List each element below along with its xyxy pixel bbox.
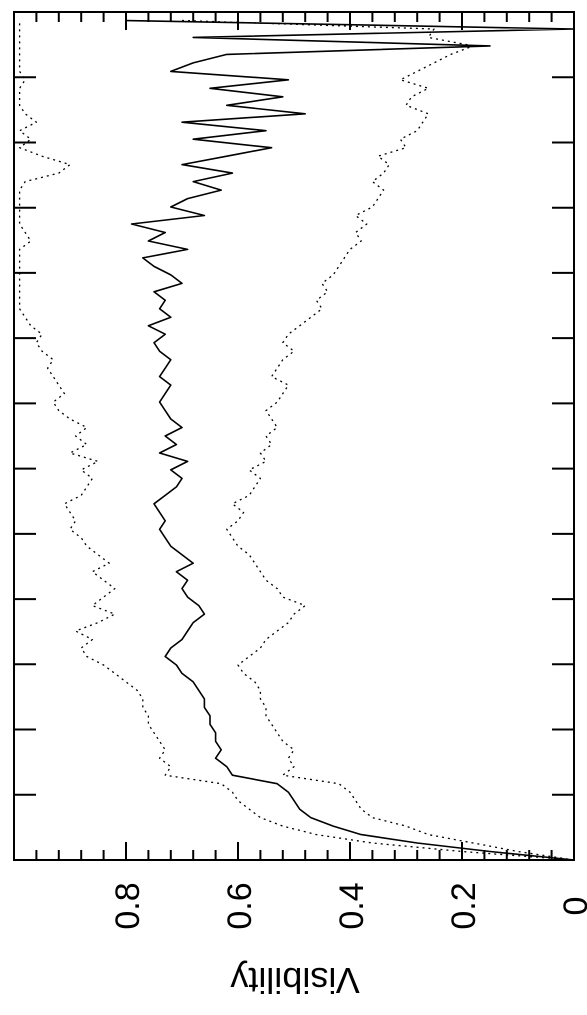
y-tick-label: 0.8	[109, 882, 147, 929]
series-dotted-line-1	[181, 19, 575, 861]
plot-frame	[13, 11, 575, 861]
series-group	[18, 19, 575, 861]
series-solid-line	[125, 19, 575, 861]
tick-labels-group: 0 0.2 0.4 0.6 0.8	[109, 882, 587, 929]
series-dotted-line-2	[18, 20, 575, 861]
y-tick-label: 0.4	[333, 882, 371, 929]
y-tick-label: 0.2	[445, 882, 483, 929]
y-tick-label: 0.6	[221, 882, 259, 929]
axis-ticks-group	[13, 12, 575, 860]
y-axis-label: Visibility	[230, 960, 359, 1001]
y-tick-label: 0	[557, 897, 587, 916]
plot-frame-group	[13, 11, 575, 861]
